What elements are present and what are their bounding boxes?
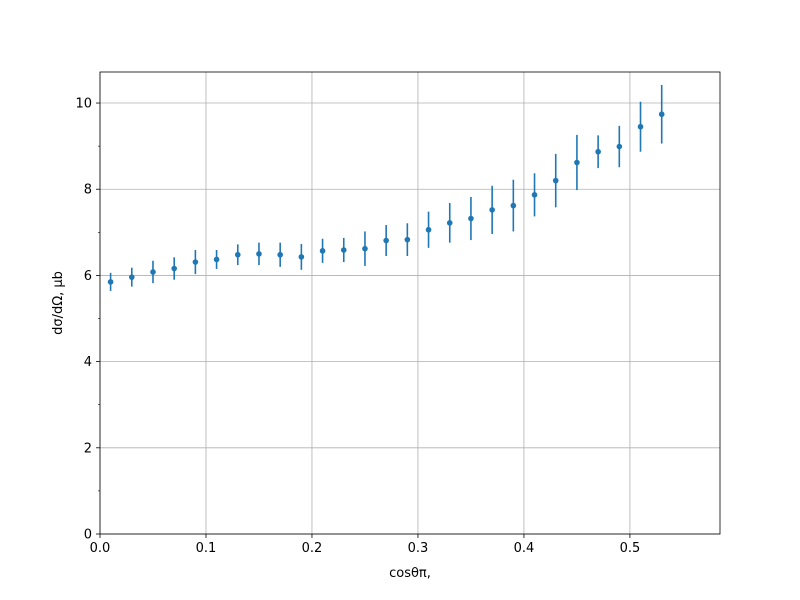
plot-frame [99, 71, 721, 535]
data-point [319, 248, 326, 254]
data-point [531, 192, 538, 198]
data-point [298, 254, 305, 260]
x-axis-label: cosθπ, [389, 566, 431, 581]
data-point [425, 226, 432, 233]
x-tick-label: 0.5 [620, 541, 641, 556]
data-point [107, 279, 114, 285]
data-point [340, 247, 347, 253]
data-point [150, 269, 156, 275]
data-point [510, 202, 517, 209]
x-axis-ticks: 0.0 0.1 0.2 0.3 0.4 0.5 [90, 534, 641, 556]
data-point [213, 256, 220, 263]
error-bars [109, 84, 663, 291]
data-point [658, 111, 665, 118]
data-point [552, 177, 559, 184]
grid-lines [99, 72, 720, 535]
y-tick-label: 6 [84, 269, 92, 284]
y-tick-label: 10 [75, 97, 92, 112]
data-point [637, 123, 644, 130]
data-point [277, 251, 283, 258]
data-points [107, 111, 665, 285]
data-point [234, 251, 241, 258]
y-tick-label: 8 [84, 183, 92, 198]
data-point [404, 236, 411, 243]
data-point [256, 251, 262, 257]
data-point [574, 159, 580, 166]
x-tick-label: 0.4 [514, 541, 535, 556]
data-point [595, 148, 601, 155]
x-tick-label: 0.3 [408, 541, 429, 556]
y-axis-ticks: 0 2 4 6 8 10 [75, 97, 100, 543]
y-tick-label: 2 [84, 441, 92, 456]
x-tick-label: 0.2 [302, 541, 323, 556]
data-point [383, 237, 389, 244]
y-tick-label: 4 [84, 355, 92, 370]
data-point [128, 274, 135, 280]
data-point [446, 220, 453, 226]
data-point [468, 215, 474, 222]
data-point [192, 259, 199, 265]
y-axis-label: dσ/dΩ, μb [51, 271, 66, 335]
data-point [489, 207, 495, 213]
y-tick-label: 0 [84, 528, 92, 543]
x-tick-label: 0.1 [196, 541, 217, 556]
data-point [616, 143, 623, 150]
data-point [362, 245, 368, 252]
data-point [171, 265, 177, 272]
x-tick-label: 0.0 [90, 541, 111, 556]
